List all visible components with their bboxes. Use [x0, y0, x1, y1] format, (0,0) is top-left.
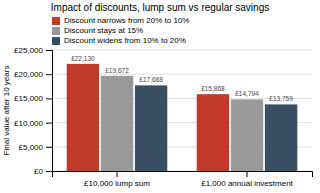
tick-label: £10,000 lump sum: [84, 179, 150, 188]
x-tick: £10,000 lump sum: [84, 171, 150, 188]
data-label: £15,868: [201, 85, 225, 92]
legend-item: Discount narrows from 20% to 10%: [52, 16, 189, 25]
bar: [231, 99, 263, 171]
axis-domain: [53, 172, 313, 178]
plot: £0 £5,000 £10,000 £15,000 £20,000 £25,000 £10,…: [14, 46, 312, 188]
y-tick: £0: [34, 167, 52, 176]
legend-swatch: [52, 27, 60, 35]
bar: [101, 76, 133, 171]
tick-mark: [46, 50, 52, 51]
tick-mark: [117, 171, 118, 177]
x-axis: £10,000 lump sum £1,000 annual investment: [53, 171, 313, 188]
bar: [135, 85, 167, 171]
tick-label: £15,000: [14, 94, 43, 103]
bar: [265, 104, 297, 171]
tick-label: £10,000: [14, 119, 43, 128]
data-label: £13,759: [269, 95, 293, 102]
y-axis: £0 £5,000 £10,000 £15,000 £20,000 £25,000: [14, 46, 52, 176]
grid-line: [52, 50, 312, 51]
tick-label: £20,000: [14, 70, 43, 79]
tick-label: £1,000 annual investment: [201, 179, 293, 188]
legend-item: Discount stays at 15%: [52, 26, 143, 35]
bars: [67, 64, 298, 171]
tick-label: £25,000: [14, 46, 43, 55]
tick-mark: [247, 171, 248, 177]
legend-label: Discount widens from 10% to 20%: [64, 36, 186, 45]
y-axis-title: Final value after 10 years: [2, 66, 11, 156]
tick-mark: [46, 147, 52, 148]
bar: [67, 64, 99, 171]
axis-domain: [46, 51, 53, 172]
data-label: £19,672: [105, 67, 129, 74]
legend: Discount narrows from 20% to 10%Discount…: [52, 16, 189, 45]
y-tick: £5,000: [19, 143, 52, 152]
title: Impact of discounts, lump sum vs regular…: [51, 2, 269, 13]
tick-mark: [46, 123, 52, 124]
y-tick: £15,000: [14, 94, 52, 103]
legend-label: Discount narrows from 20% to 10%: [64, 16, 189, 25]
y-tick: £25,000: [14, 46, 52, 55]
tick-label: £0: [34, 167, 43, 176]
legend-swatch: [52, 37, 60, 45]
legend-item: Discount widens from 10% to 20%: [52, 36, 186, 45]
bar: [197, 94, 229, 171]
chart: Impact of discounts, lump sum vs regular…: [0, 0, 320, 193]
data-label: £14,794: [235, 90, 259, 97]
x-tick: £1,000 annual investment: [201, 171, 293, 188]
data-label: £17,688: [139, 76, 163, 83]
y-tick: £10,000: [14, 119, 52, 128]
legend-label: Discount stays at 15%: [64, 26, 143, 35]
tick-label: £5,000: [19, 143, 44, 152]
legend-swatch: [52, 17, 60, 25]
tick-mark: [46, 98, 52, 99]
data-labels: £22,130 £15,868 £19,672 £14,794 £17,688 £13,7…: [71, 55, 293, 103]
grid: [52, 50, 312, 171]
tick-mark: [46, 74, 52, 75]
y-tick: £20,000: [14, 70, 52, 79]
data-label: £22,130: [71, 55, 95, 62]
tick-mark: [46, 171, 52, 172]
